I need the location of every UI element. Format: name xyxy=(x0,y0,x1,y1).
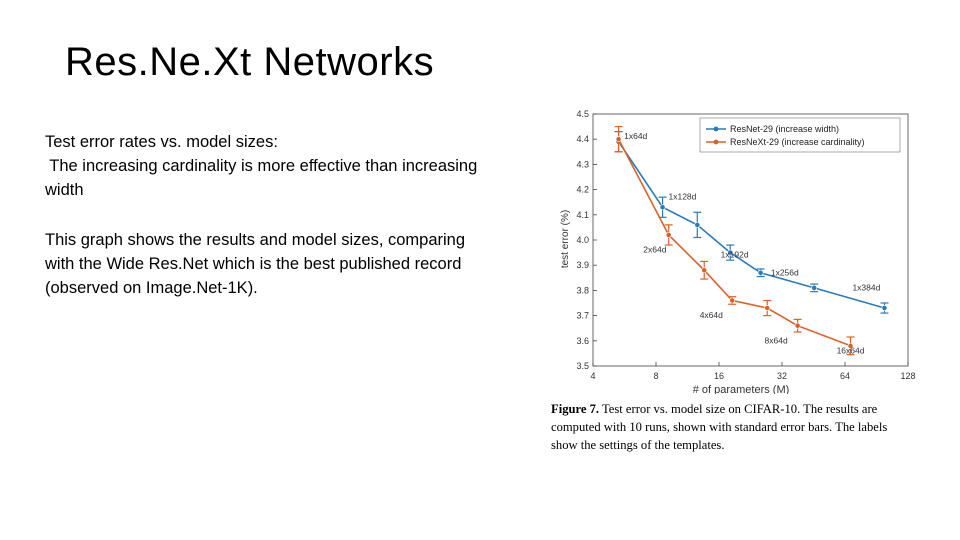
x-tick-label: 32 xyxy=(777,371,787,381)
point-label: 1x128d xyxy=(668,192,696,202)
x-tick-label: 8 xyxy=(653,371,658,381)
paragraph-line: width xyxy=(45,181,84,199)
caption-line: Figure 7. Test error vs. model size on C… xyxy=(551,400,936,418)
data-point xyxy=(701,267,708,274)
data-point xyxy=(764,305,771,311)
y-tick-label: 4.1 xyxy=(576,210,589,220)
y-tick-label: 4.0 xyxy=(576,235,589,245)
paragraph-line: This graph shows the results and model s… xyxy=(45,231,466,249)
chart-figure: 4 8 16 32 64 128 3.5 3.6 3.7 3.8 3.9 4.0 4.1 4.2 4.3 4.… xyxy=(548,104,938,396)
x-tick-label: 64 xyxy=(840,371,850,381)
y-tick-label: 3.9 xyxy=(576,260,589,270)
data-point xyxy=(847,342,854,349)
slide-title: Res.Ne.Xt Networks xyxy=(65,40,435,84)
data-point xyxy=(665,232,672,238)
paragraph-line: (observed on Image.Net-1K). xyxy=(45,279,258,297)
data-point xyxy=(727,249,734,256)
caption-line: show the settings of the templates. xyxy=(551,438,725,452)
y-tick-label: 4.3 xyxy=(576,159,589,169)
y-tick-label: 3.8 xyxy=(576,285,589,295)
x-tick-label: 4 xyxy=(590,371,595,381)
paragraph-graph-description: This graph shows the results and model s… xyxy=(45,228,535,300)
legend-swatch-marker xyxy=(713,126,719,132)
y-tick-label: 4.2 xyxy=(576,185,589,195)
point-label: 8x64d xyxy=(765,335,788,345)
x-tick-label: 16 xyxy=(714,371,724,381)
legend-swatch-marker xyxy=(713,139,719,145)
data-point xyxy=(729,297,736,304)
caption-text: Test error vs. model size on CIFAR-10. T… xyxy=(599,402,878,416)
point-label: 16x64d xyxy=(837,345,865,355)
paragraph-line: The increasing cardinality is more effec… xyxy=(45,157,478,175)
point-label: 1x384d xyxy=(852,282,880,292)
y-tick-label: 3.5 xyxy=(576,361,589,371)
data-point xyxy=(659,204,666,211)
figure-caption: Figure 7. Test error vs. model size on C… xyxy=(551,400,936,454)
data-point xyxy=(794,322,801,329)
x-axis-label: # of parameters (M) xyxy=(693,384,790,394)
y-tick-label: 4.4 xyxy=(576,134,589,144)
paragraph-line: with the Wide Res.Net which is the best … xyxy=(45,255,462,273)
caption-label: Figure 7. xyxy=(551,402,600,416)
paragraph-test-error: Test error rates vs. model sizes: The in… xyxy=(45,130,535,202)
data-point xyxy=(757,269,764,276)
y-tick-label: 4.5 xyxy=(576,109,589,119)
point-label: 2x64d xyxy=(643,245,666,255)
point-label: 1x256d xyxy=(771,267,799,277)
y-axis-label: test error (%) xyxy=(560,210,571,268)
data-point xyxy=(811,284,818,291)
point-label: 1x64d xyxy=(624,131,647,141)
point-label: 4x64d xyxy=(700,310,723,320)
legend-entry: ResNeXt-29 (increase cardinality) xyxy=(730,137,865,147)
error-vs-params-chart: 4 8 16 32 64 128 3.5 3.6 3.7 3.8 3.9 4.0 4.1 4.2 4.3 4.… xyxy=(560,109,916,396)
series-group xyxy=(614,126,855,356)
x-tick-label: 128 xyxy=(900,371,915,381)
data-point xyxy=(615,136,622,143)
legend-entry: ResNet-29 (increase width) xyxy=(730,124,839,134)
point-label: 1x192d xyxy=(721,250,749,260)
data-point xyxy=(694,221,701,228)
legend-box xyxy=(699,117,901,153)
y-tick-label: 3.7 xyxy=(576,311,589,321)
caption-line: computed with 10 runs, shown with standa… xyxy=(551,420,888,434)
plot-area xyxy=(592,113,909,367)
y-tick-label: 3.6 xyxy=(576,336,589,346)
paragraph-line: Test error rates vs. model sizes: xyxy=(45,133,278,151)
data-point xyxy=(881,305,888,311)
